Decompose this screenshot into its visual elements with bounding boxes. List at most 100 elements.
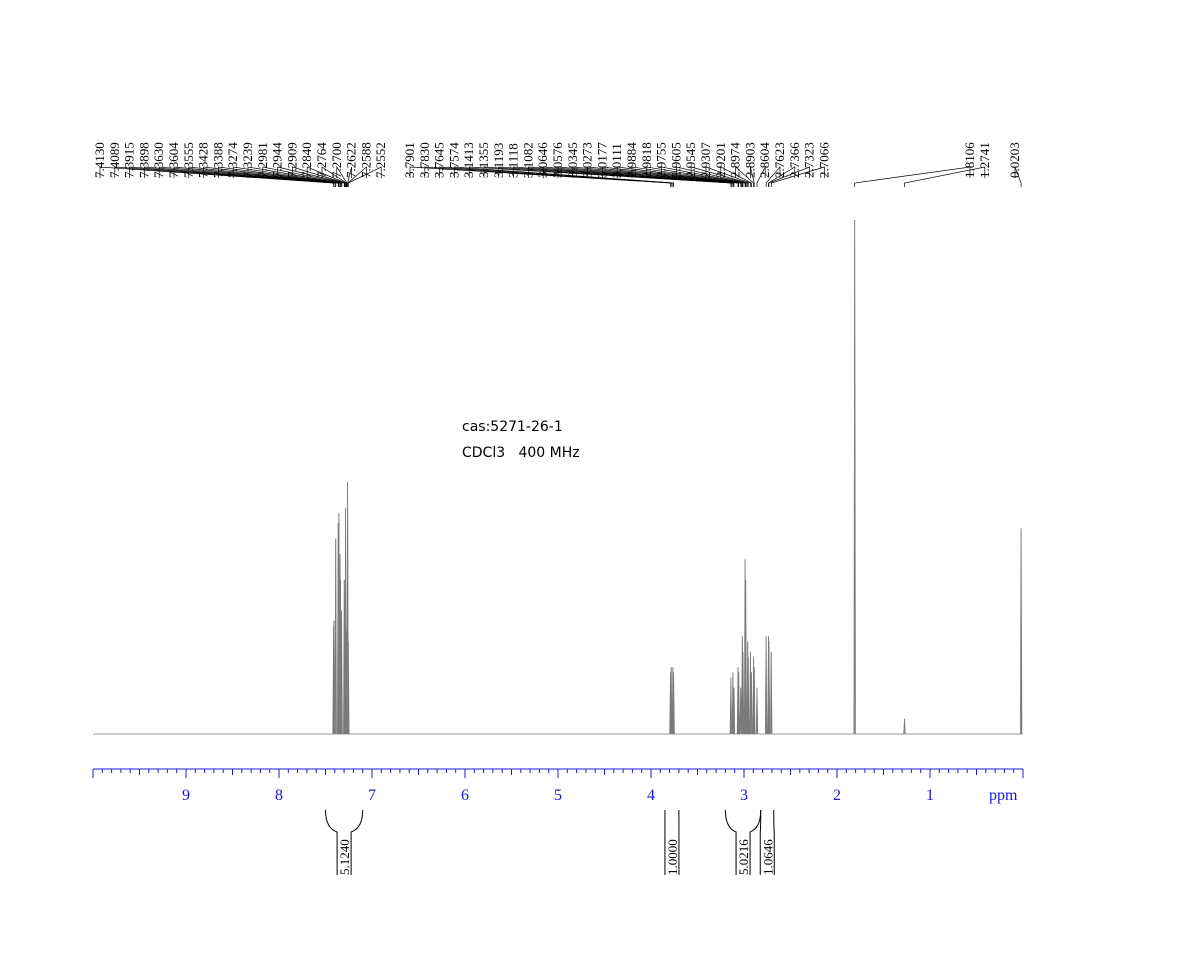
peak-label: 7.3604 (166, 142, 181, 178)
peak-label-leader (336, 165, 348, 187)
peak-label-leader (735, 166, 754, 187)
peak-label-leader (203, 166, 341, 187)
peak-label: 3.0111 (609, 143, 624, 178)
axis-tick-label: 1 (926, 787, 934, 804)
peak-label-leader (498, 166, 734, 187)
axis-tick-label: 6 (461, 787, 469, 804)
annotation-cas: cas:5271-26-1 (462, 419, 563, 435)
peak-label-leader (483, 166, 732, 187)
integral-bracket (325, 809, 364, 875)
axis-tick-label: 2 (833, 787, 841, 804)
peak-label-leader (292, 166, 346, 187)
peak-label-leader (542, 166, 739, 187)
peak-label-leader (602, 166, 743, 187)
peak-label-leader (347, 166, 382, 187)
peak-label-leader (557, 166, 739, 187)
peak-label: 3.1413 (461, 142, 476, 178)
peak-label: 3.7901 (402, 142, 417, 178)
peak-label-leader (572, 166, 742, 187)
peak-label-leader (854, 166, 971, 187)
peak-label: 2.7623 (772, 142, 787, 178)
peak-label-leader (756, 166, 766, 187)
integral-value: 5.1240 (337, 839, 352, 875)
peak-label: 2.9307 (698, 142, 713, 178)
axis-tick-label: 5 (554, 787, 562, 804)
peak-label-leader (439, 166, 674, 187)
peak-label: 2.8604 (757, 142, 772, 178)
peak-label: 7.2700 (329, 142, 344, 178)
peak-label: 7.4089 (107, 142, 122, 178)
peak-label: 2.9755 (654, 142, 669, 178)
peak-label: 7.3898 (136, 142, 151, 178)
peak-label-leader (631, 166, 746, 187)
peak-label-leader (468, 166, 732, 187)
peak-label: 7.2909 (284, 142, 299, 178)
peak-labels-layer: 7.4130 7.4089 7.3915 7.3898 7.3630 7.3604 7.35… (92, 142, 1022, 187)
peak-label: 7.2552 (373, 142, 388, 178)
peak-label-leader (528, 166, 735, 187)
peak-label: 3.0273 (580, 142, 595, 178)
peak-label: 2.9201 (713, 142, 728, 178)
peak-label-leader (616, 166, 744, 187)
integral-bracket (664, 809, 680, 875)
peak-label-leader (661, 166, 747, 187)
peak-label: 2.9545 (683, 142, 698, 178)
axis-tick-label: 3 (740, 787, 748, 804)
peak-label: 3.1193 (491, 143, 506, 178)
ppm-axis: 9 8 7 6 5 4 3 2 1 ppm (92, 768, 1024, 804)
peak-label-leader (114, 166, 335, 187)
integral-value: 1.0000 (665, 839, 680, 875)
peak-label: 3.0646 (535, 142, 550, 178)
peak-label-leader (144, 166, 337, 187)
peak-label-leader (188, 166, 340, 187)
peak-label: 3.7574 (446, 142, 461, 178)
peak-label: 3.0345 (565, 142, 580, 178)
peak-label: 2.7323 (802, 142, 817, 178)
peak-label: 7.2622 (344, 142, 359, 178)
peak-label-leader (321, 166, 347, 187)
peak-label: 3.1082 (520, 142, 535, 178)
peak-label: 3.0576 (550, 142, 565, 178)
peak-label-leader (770, 166, 825, 187)
peak-label: 7.2981 (255, 142, 270, 178)
peak-label-leader (173, 166, 339, 187)
peak-label: 2.8903 (742, 142, 757, 178)
peak-label-leader (424, 166, 672, 187)
peak-label: 7.3388 (210, 142, 225, 178)
peak-label: 0.0203 (1007, 142, 1022, 178)
peak-label: 7.3630 (151, 142, 166, 178)
peak-label-leader (247, 166, 343, 187)
axis-tick-label: 4 (647, 787, 655, 804)
peak-label: 3.7830 (417, 142, 432, 178)
peak-label: 2.9884 (624, 142, 639, 178)
peak-label: 1.8106 (962, 142, 977, 178)
peak-label: 7.3274 (225, 142, 240, 178)
peak-label-leader (720, 166, 752, 187)
peak-label-leader (409, 166, 671, 187)
peak-label-leader (587, 166, 742, 187)
peak-label: 7.2840 (299, 142, 314, 178)
annotation-solvent: CDCl3 400 MHz (462, 445, 580, 461)
peak-label: 3.0177 (594, 142, 609, 178)
integral-bracket (759, 809, 775, 875)
peak-label: 2.7366 (787, 142, 802, 178)
peak-label: 2.9818 (639, 142, 654, 178)
axis-tick-label: 9 (182, 787, 190, 804)
peak-label: 3.1355 (476, 142, 491, 178)
peak-label: 7.3239 (240, 142, 255, 178)
axis-tick-label: 7 (368, 787, 376, 804)
axis-unit-label: ppm (989, 787, 1018, 804)
peak-label-leader (768, 166, 810, 187)
peak-label-leader (454, 166, 674, 187)
peak-label: 2.9605 (668, 142, 683, 178)
peak-label-leader (646, 166, 747, 187)
peak-label-leader (1014, 166, 1022, 187)
peak-label-leader (904, 166, 986, 187)
peak-label: 3.1118 (506, 143, 521, 178)
integral-value: 1.0646 (760, 839, 775, 875)
peak-label: 7.2764 (314, 142, 329, 178)
peak-label-leader (690, 166, 749, 187)
peak-label: 7.2944 (270, 142, 285, 178)
peak-label: 1.2741 (977, 142, 992, 178)
